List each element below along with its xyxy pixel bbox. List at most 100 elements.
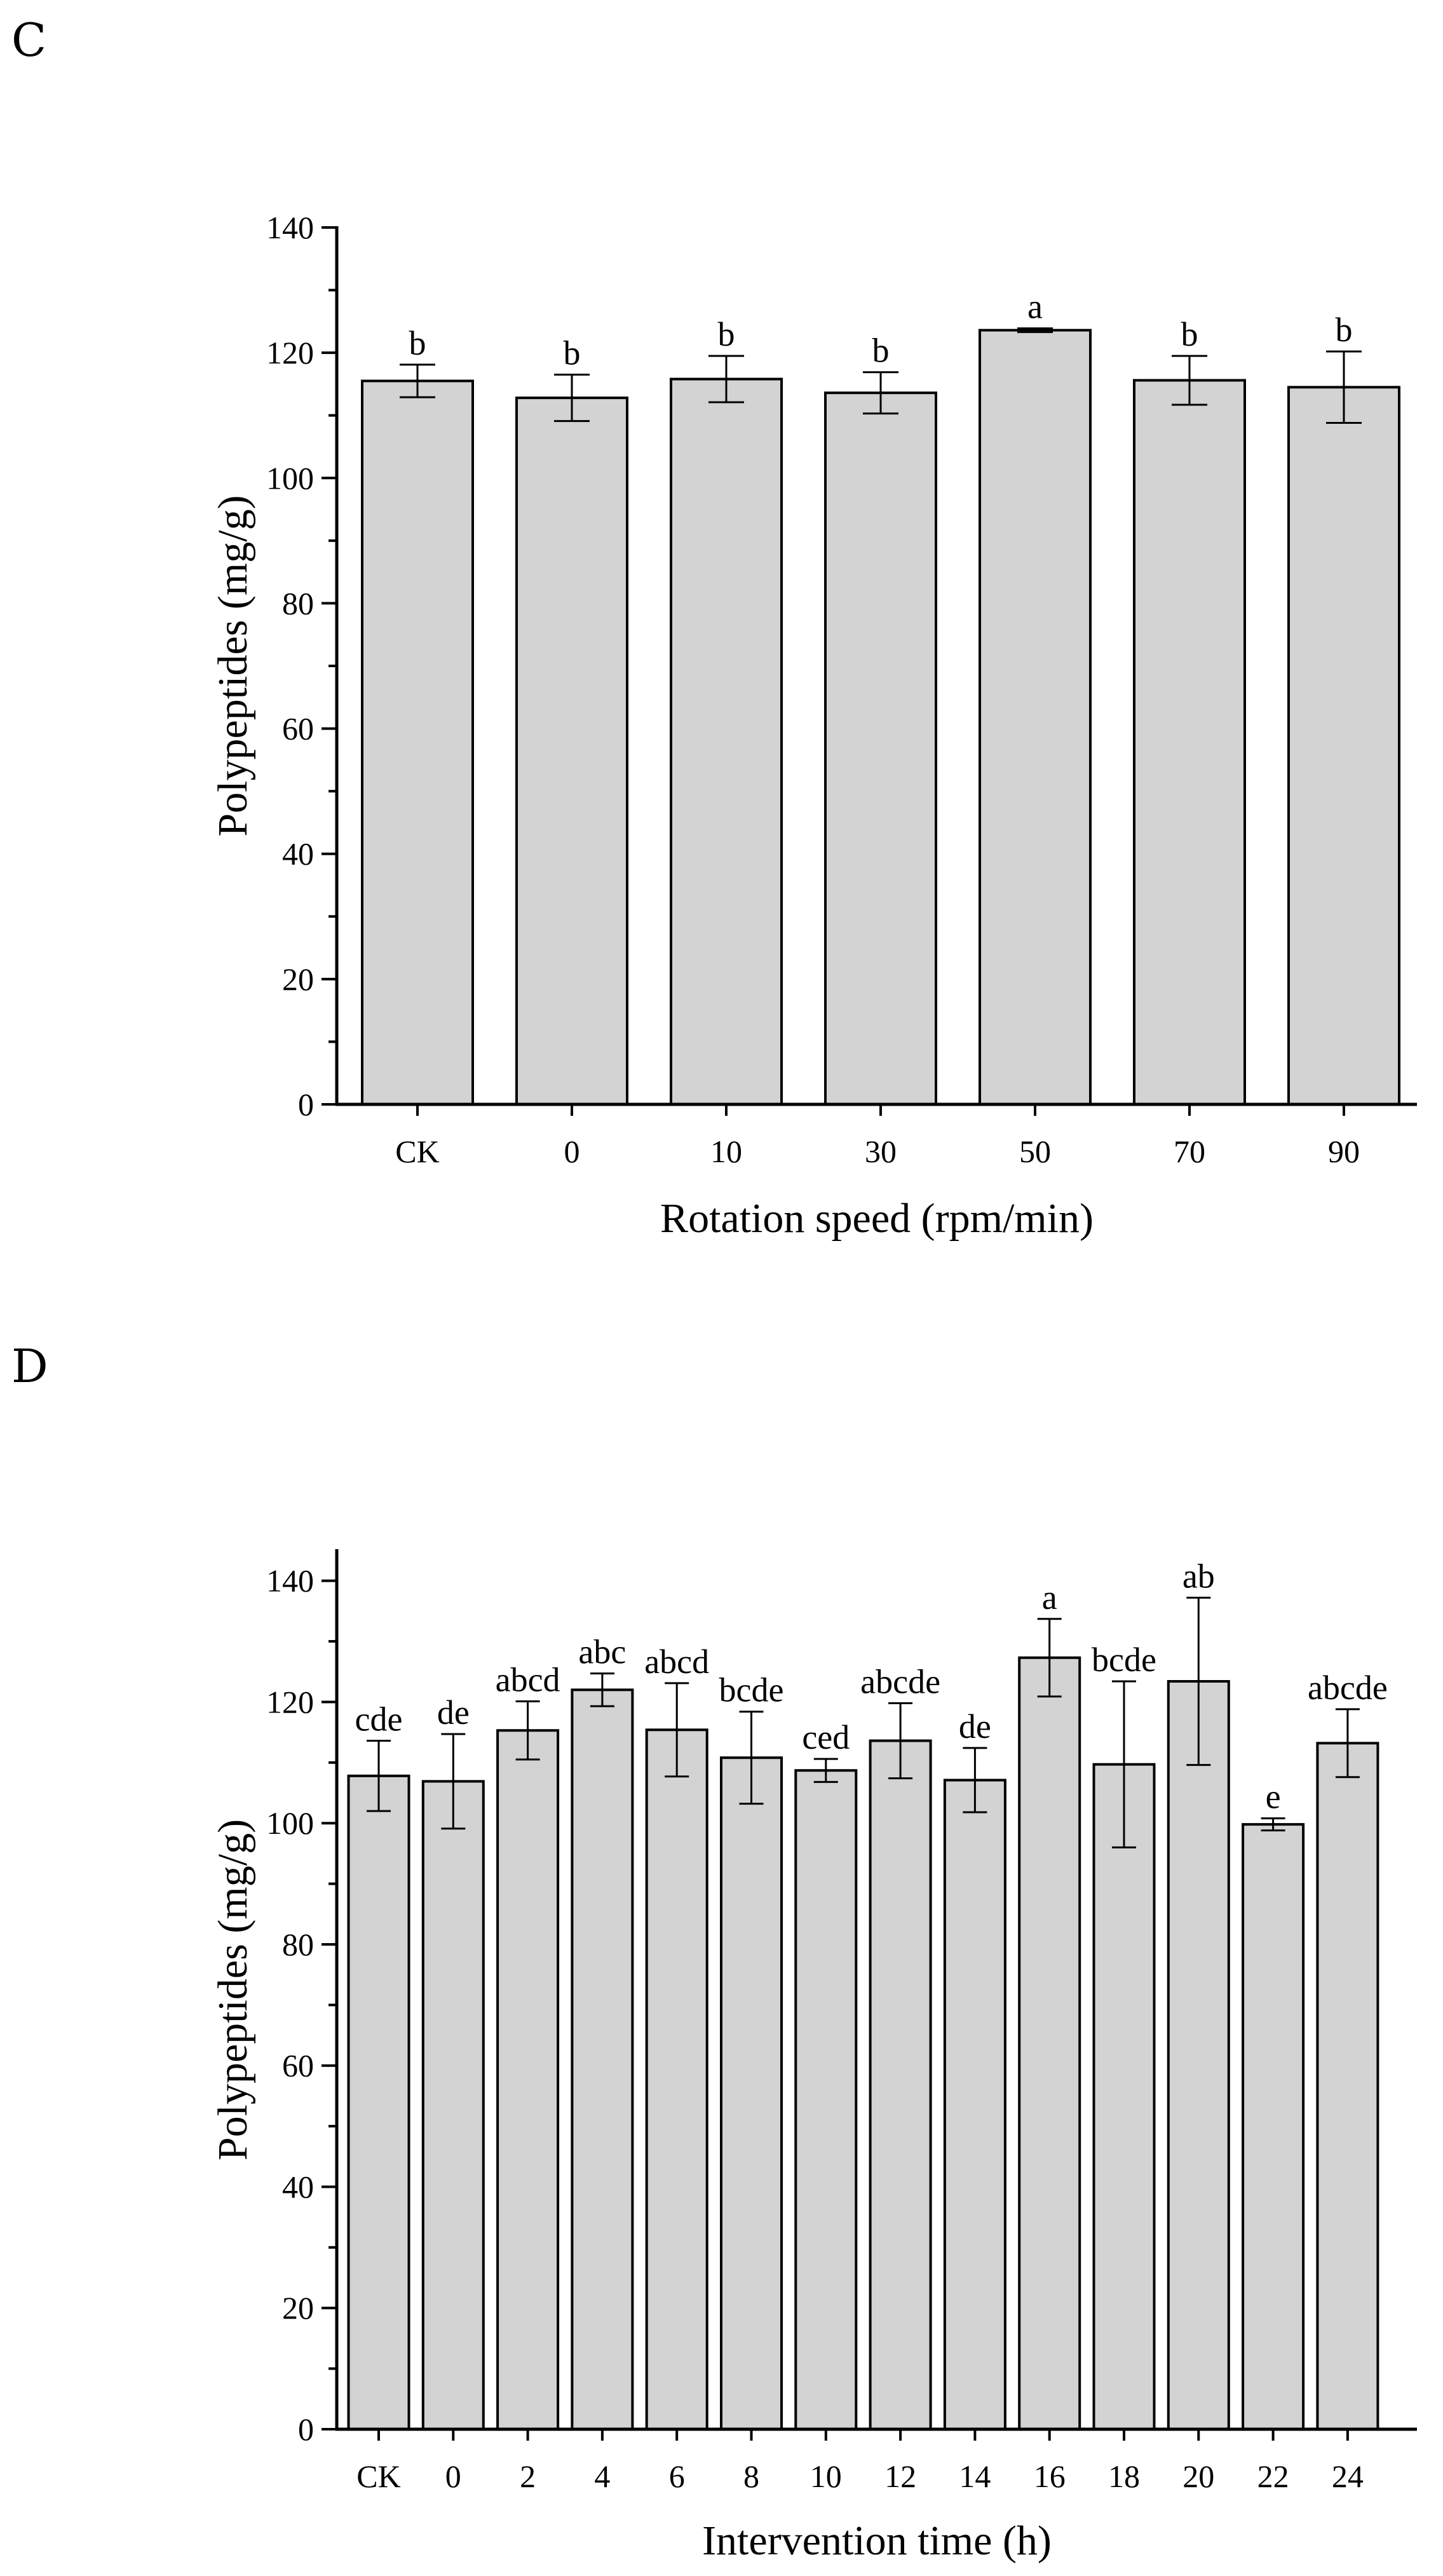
y-tick-label: 120 (266, 1684, 314, 1719)
x-tick-label: 4 (594, 2458, 610, 2494)
error-bar (400, 363, 435, 398)
error-bar (665, 1682, 689, 1778)
y-axis-title: Polypeptides (mg/g) (210, 1819, 256, 2160)
error-bar (1172, 355, 1207, 406)
error-bar (1326, 350, 1362, 424)
y-tick-label: 80 (282, 585, 314, 621)
bar (645, 1728, 708, 2430)
significance-label: abcd (644, 1643, 709, 1681)
bar (571, 1688, 634, 2430)
x-tick-label: 20 (1182, 2458, 1214, 2494)
x-tick-label: 8 (743, 2458, 759, 2494)
bar (1167, 1680, 1230, 2430)
y-tick-label: 140 (266, 1563, 314, 1599)
significance-label: b (718, 315, 735, 353)
significance-label: b (1336, 311, 1353, 349)
bar (1133, 379, 1246, 1106)
chart-panel-d: DcdeCKde0abcd2abc4abcd6bcde8ced10abcde12… (11, 1339, 1417, 2564)
y-tick-label: 40 (282, 836, 314, 872)
x-tick-label: 2 (520, 2458, 536, 2494)
significance-label: abcd (496, 1660, 560, 1698)
x-tick-label: 22 (1257, 2458, 1289, 2494)
panel-letter: C (11, 13, 46, 67)
x-tick-label: CK (356, 2458, 400, 2494)
x-tick-label: 50 (1019, 1134, 1051, 1169)
bar (347, 1774, 410, 2430)
x-tick-label: 24 (1332, 2458, 1364, 2494)
significance-label: b (1181, 315, 1198, 353)
bar (943, 1779, 1006, 2430)
x-tick-label: 10 (710, 1134, 742, 1169)
significance-label: b (872, 332, 890, 370)
bar (515, 397, 628, 1106)
y-tick-label: 60 (282, 2048, 314, 2084)
bar (421, 1780, 485, 2431)
error-bar (1335, 1708, 1360, 1779)
bar (670, 377, 783, 1106)
significance-label: bcde (1092, 1641, 1156, 1679)
significance-label: de (437, 1693, 470, 1732)
x-tick-label: 16 (1034, 2458, 1066, 2494)
significance-label: a (1042, 1578, 1057, 1617)
error-bar (1186, 1596, 1211, 1766)
error-bar (813, 1758, 838, 1783)
x-axis-title: Rotation speed (rpm/min) (660, 1195, 1094, 1242)
bar (1287, 386, 1400, 1106)
x-tick-label: 10 (810, 2458, 842, 2494)
error-bar (739, 1711, 764, 1805)
bar (824, 391, 937, 1106)
significance-label: ab (1182, 1557, 1215, 1595)
bar (1018, 1656, 1081, 2430)
chart-panel-c: Cb CK b 0 b 10 b 30 a 50 b 70 b 90 0 20 40 60 80 100 120 140 R… (11, 13, 1417, 1242)
significance-label: ced (802, 1718, 850, 1756)
x-tick-label: 0 (564, 1134, 580, 1169)
significance-label: b (409, 324, 426, 362)
bar (1092, 1763, 1156, 2430)
error-bar (367, 1739, 391, 1812)
x-tick-label: 6 (669, 2458, 685, 2494)
error-bar (708, 355, 744, 403)
error-bar (863, 371, 898, 415)
error-bar (963, 1747, 987, 1813)
x-tick-label: CK (395, 1134, 439, 1169)
y-tick-label: 100 (266, 460, 314, 496)
error-bar (888, 1702, 913, 1780)
bar (361, 379, 474, 1106)
y-tick-label: 0 (298, 2411, 314, 2447)
significance-label: cde (355, 1700, 403, 1738)
bar (1242, 1823, 1305, 2430)
x-tick-label: 90 (1328, 1134, 1360, 1169)
y-tick-label: 100 (266, 1805, 314, 1841)
x-tick-label: 0 (445, 2458, 461, 2494)
bar (496, 1729, 560, 2430)
error-bar (1261, 1817, 1285, 1832)
error-bar (1037, 1618, 1062, 1698)
bar (720, 1756, 783, 2430)
bar (869, 1739, 932, 2430)
x-axis-title: Intervention time (h) (702, 2518, 1052, 2564)
x-tick-label: 18 (1108, 2458, 1140, 2494)
significance-label: abc (578, 1633, 626, 1671)
y-tick-label: 20 (282, 961, 314, 997)
x-tick-label: 12 (884, 2458, 916, 2494)
bar (1316, 1742, 1379, 2430)
x-tick-label: 70 (1174, 1134, 1205, 1169)
y-tick-label: 20 (282, 2290, 314, 2326)
bar (979, 329, 1092, 1106)
y-tick-label: 0 (298, 1087, 314, 1122)
x-tick-label: 30 (865, 1134, 897, 1169)
y-axis-title: Polypeptides (mg/g) (210, 495, 256, 836)
y-tick-label: 140 (266, 210, 314, 245)
significance-label: b (564, 334, 581, 372)
significance-label: e (1266, 1778, 1281, 1816)
y-tick-label: 40 (282, 2169, 314, 2204)
significance-label: bcde (719, 1671, 784, 1709)
y-tick-label: 120 (266, 335, 314, 370)
error-bar (590, 1672, 614, 1707)
significance-label: a (1027, 288, 1043, 326)
error-bar (554, 374, 590, 423)
error-bar (515, 1700, 540, 1761)
bar (794, 1769, 858, 2430)
y-tick-label: 80 (282, 1927, 314, 1962)
